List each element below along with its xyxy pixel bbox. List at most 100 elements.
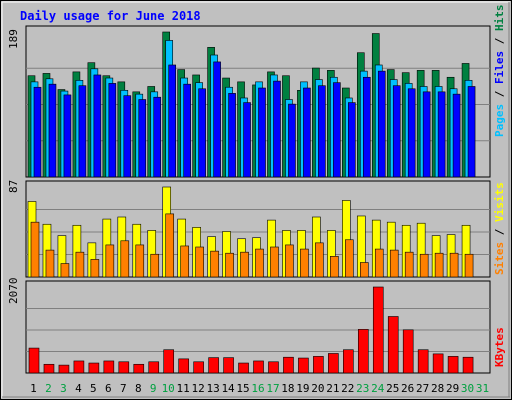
- visits-bar-sites-day-15: [240, 251, 249, 278]
- hits-bar-pages-day-3: [63, 94, 72, 178]
- day-label-9: 9: [150, 382, 157, 395]
- kbytes-bar-kbytes-day-13: [208, 357, 219, 374]
- legend-files: Files: [493, 51, 506, 84]
- day-label-8: 8: [135, 382, 142, 395]
- visits-bar-sites-day-7: [120, 240, 130, 278]
- hits-bar-pages-day-17: [273, 80, 281, 178]
- day-label-3: 3: [60, 382, 67, 395]
- hits-bar-pages-day-18: [288, 103, 296, 178]
- visits-bar-sites-day-25: [389, 249, 399, 278]
- hits-bar-pages-day-8: [138, 99, 147, 178]
- day-label-31: 31: [476, 382, 489, 395]
- visits-bar-sites-day-28: [434, 252, 444, 278]
- hits-bar-pages-day-20: [318, 85, 326, 178]
- hits-bar-pages-day-27: [422, 91, 431, 178]
- kbytes-ymax-label: 2070: [7, 278, 20, 305]
- kbytes-bar-kbytes-day-2: [43, 363, 55, 374]
- kbytes-bar-kbytes-day-20: [313, 356, 324, 374]
- x-axis-day-labels: 1 2 3 4 5 6 7 8 9 10 11 12 13 14 15 16 17 18 19 20 21 22 23 24 2…: [30, 382, 489, 395]
- kbytes-bar-kbytes-day-1: [28, 347, 40, 374]
- kbytes-bar-kbytes-day-7: [118, 361, 130, 374]
- hits-bar-pages-day-2: [48, 83, 57, 178]
- legend-hits: Hits: [493, 5, 506, 32]
- kbytes-bar-kbytes-day-12: [193, 361, 204, 374]
- visits-ymax-label: 87: [7, 180, 20, 193]
- visits-bar-sites-day-22: [345, 239, 354, 278]
- kbytes-bar-kbytes-day-22: [343, 349, 354, 374]
- kbytes-bar-kbytes-day-15: [238, 362, 249, 374]
- day-label-12: 12: [192, 382, 205, 395]
- day-label-16: 16: [251, 382, 264, 395]
- kbytes-bar-kbytes-day-25: [387, 316, 399, 374]
- visits-bar-sites-day-13: [210, 250, 219, 278]
- day-label-20: 20: [311, 382, 324, 395]
- visits-panel: [25, 180, 491, 278]
- visits-bar-sites-day-18: [285, 244, 294, 278]
- visits-bar-sites-day-16: [255, 248, 264, 278]
- kbytes-bar-kbytes-day-10: [163, 349, 175, 374]
- kbytes-bar-kbytes-day-24: [372, 286, 384, 374]
- kbytes-bar-kbytes-day-5: [88, 362, 100, 374]
- hits-bar-pages-day-12: [198, 88, 206, 178]
- visits-bar-sites-day-27: [419, 253, 429, 278]
- visits-bar-sites-day-17: [270, 246, 279, 278]
- hits-bar-pages-day-15: [243, 102, 251, 178]
- legend-pages: Pages: [493, 104, 506, 137]
- day-label-14: 14: [221, 382, 235, 395]
- hits-bar-pages-day-7: [123, 95, 132, 178]
- day-label-11: 11: [177, 382, 190, 395]
- hits-legend: Pages / Files / Hits: [493, 5, 506, 138]
- kbytes-bar-kbytes-day-4: [73, 360, 85, 374]
- day-label-22: 22: [341, 382, 354, 395]
- hits-bar-pages-day-26: [407, 88, 416, 178]
- day-label-19: 19: [296, 382, 309, 395]
- kbytes-panel: [25, 280, 491, 374]
- visits-bar-sites-day-3: [60, 263, 70, 278]
- kbytes-bar-kbytes-day-11: [178, 358, 189, 374]
- legend-visits: Visits: [493, 182, 506, 222]
- visits-bar-sites-day-9: [150, 253, 160, 278]
- kbytes-bar-kbytes-day-21: [328, 353, 339, 374]
- kbytes-bar-kbytes-day-28: [432, 353, 444, 374]
- kbytes-legend: KBytes: [493, 327, 506, 367]
- day-label-27: 27: [416, 382, 429, 395]
- hits-ymax-label: 189: [7, 29, 20, 49]
- visits-bar-sites-day-5: [90, 259, 100, 278]
- kbytes-bar-kbytes-day-27: [417, 349, 429, 374]
- legend-sites: Sites: [493, 242, 506, 275]
- hits-bar-pages-day-6: [108, 83, 117, 178]
- day-label-28: 28: [431, 382, 444, 395]
- day-label-13: 13: [206, 382, 219, 395]
- hits-bar-pages-day-4: [78, 85, 87, 178]
- day-label-30: 30: [461, 382, 474, 395]
- visits-bar-sites-day-19: [300, 248, 309, 278]
- kbytes-bar-kbytes-day-6: [103, 360, 115, 374]
- visits-bar-sites-day-10: [165, 213, 175, 278]
- legend-sep-1: /: [493, 84, 506, 104]
- hits-bar-pages-day-11: [183, 83, 191, 178]
- hits-bar-pages-day-5: [93, 74, 102, 178]
- hits-bar-pages-day-10: [168, 64, 177, 178]
- kbytes-bar-kbytes-day-23: [357, 329, 369, 374]
- day-label-26: 26: [401, 382, 414, 395]
- visits-bar-sites-day-6: [105, 244, 115, 278]
- kbytes-bar-kbytes-day-18: [283, 356, 294, 374]
- hits-bar-pages-day-23: [362, 76, 371, 178]
- kbytes-bar-kbytes-day-26: [402, 329, 414, 374]
- visits-bar-sites-day-11: [180, 245, 189, 278]
- visits-legend: Sites / Visits: [493, 182, 506, 275]
- hits-bar-pages-day-30: [467, 86, 476, 178]
- hits-panel: [25, 25, 491, 178]
- visits-bar-sites-day-30: [464, 253, 474, 278]
- day-label-6: 6: [105, 382, 112, 395]
- day-label-4: 4: [75, 382, 82, 395]
- hits-bar-pages-day-19: [303, 87, 311, 178]
- hits-bar-pages-day-25: [392, 85, 401, 178]
- legend-sep-2: /: [493, 31, 506, 51]
- visits-bar-sites-day-26: [404, 251, 414, 278]
- visits-bar-sites-day-20: [315, 242, 324, 278]
- hits-bar-pages-day-9: [153, 96, 162, 178]
- day-label-10: 10: [162, 382, 175, 395]
- visits-bar-sites-day-24: [374, 248, 384, 278]
